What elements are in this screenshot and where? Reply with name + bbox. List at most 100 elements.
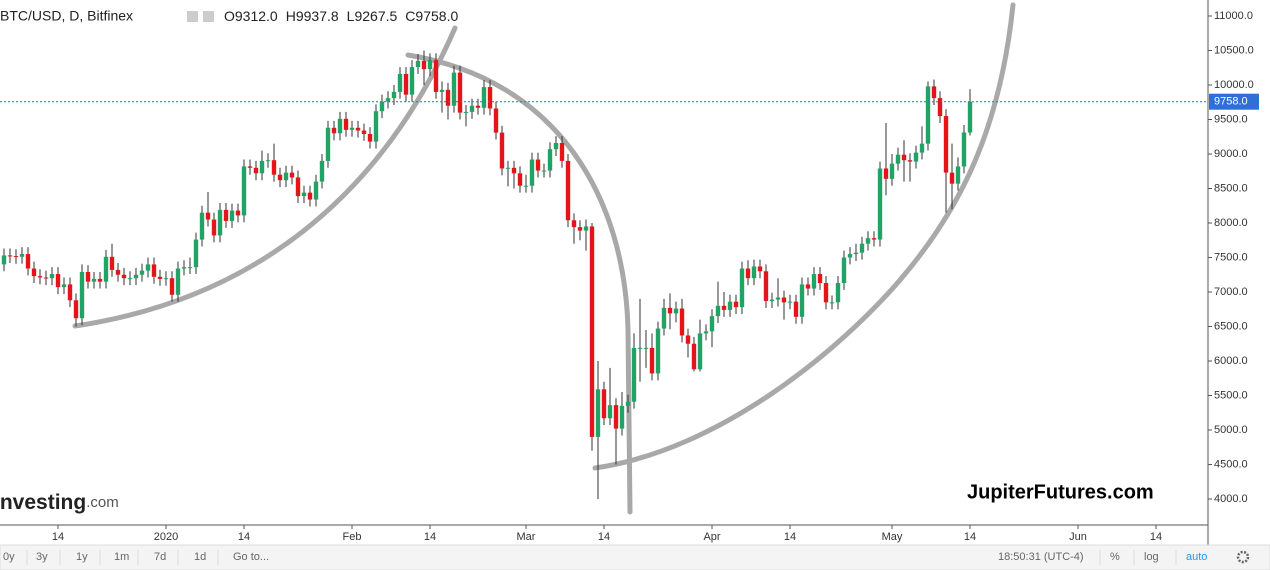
candle-body [457, 72, 463, 113]
candle-body [325, 127, 331, 161]
icon[interactable] [203, 11, 214, 22]
x-tick-label: 2020 [154, 531, 178, 543]
candle-body [667, 307, 673, 314]
candle-body [715, 305, 721, 317]
candle-body [499, 132, 505, 169]
candle-body [607, 405, 613, 419]
candle-body [877, 168, 883, 240]
chart-title: BTC/USD, D, Bitfinex [0, 8, 133, 24]
candle-body [817, 274, 823, 284]
candle-body [565, 160, 571, 221]
candle-body [589, 226, 595, 437]
candle-body [961, 132, 967, 167]
candle-body [673, 308, 679, 314]
candle-body [739, 268, 745, 308]
candle-body [925, 86, 931, 144]
candle-body [145, 264, 151, 271]
candle-body [181, 267, 187, 269]
curve [72, 25, 458, 329]
candle-body [271, 160, 277, 175]
candle-body [895, 154, 901, 164]
x-tick-label: Apr [703, 531, 720, 543]
candle-body [511, 167, 517, 174]
candle-body [247, 166, 253, 168]
y-tick-label: 11000.0 [1214, 10, 1253, 22]
candle-body [367, 133, 373, 142]
candle-body [373, 111, 379, 142]
candle-body [901, 154, 907, 161]
candle-body [169, 278, 175, 295]
candle-body [1, 255, 7, 265]
candle-body [691, 343, 697, 370]
candle-body [703, 331, 709, 334]
candle-body [571, 220, 577, 228]
option-button[interactable]: auto [1186, 551, 1207, 563]
candle-body [871, 238, 877, 240]
candle-body [553, 142, 559, 150]
candle-body [163, 278, 169, 280]
candle-body [679, 308, 685, 336]
candle-body [799, 284, 805, 317]
candle-body [451, 72, 457, 106]
price-label-box [1209, 93, 1259, 110]
candle-body [13, 256, 19, 258]
candle-body [253, 167, 259, 174]
candle-body [631, 347, 637, 402]
range-button[interactable]: 1m [114, 551, 129, 563]
candle-body [757, 266, 763, 272]
candle-body [205, 212, 211, 220]
candle-body [841, 257, 847, 284]
candle-body [49, 274, 55, 279]
candle-body [613, 405, 619, 429]
range-button[interactable]: 1d [194, 551, 206, 563]
candle-body [475, 105, 481, 108]
goto-button[interactable]: Go to... [233, 551, 269, 563]
candle-body [97, 278, 103, 282]
candle-body [265, 160, 271, 162]
range-button[interactable]: 3y [36, 551, 48, 563]
legend-value: 9937.8 [296, 8, 339, 24]
candle-body [133, 274, 139, 279]
y-tick-label: 8000.0 [1214, 217, 1248, 229]
candles [1, 50, 973, 499]
option-button[interactable]: % [1110, 551, 1120, 563]
x-tick-label: Jun [1069, 531, 1087, 543]
watermark-brand: Investing [0, 491, 86, 514]
candle-body [91, 278, 97, 282]
candle-body [865, 238, 871, 244]
candle-body [397, 73, 403, 92]
y-tick-label: 4500.0 [1214, 458, 1248, 470]
candle-body [259, 160, 265, 174]
candle-body [307, 192, 313, 200]
candle-body [655, 328, 661, 374]
candle-body [847, 254, 853, 258]
x-tick-label: May [882, 531, 903, 543]
candle-body [55, 274, 61, 288]
range-button[interactable]: 0y [3, 551, 15, 563]
candle-body [643, 347, 649, 349]
option-button[interactable]: log [1144, 551, 1159, 563]
candle-body [193, 239, 199, 268]
legend-key: L [347, 8, 355, 24]
candle-body [439, 89, 445, 92]
candle-body [31, 268, 37, 277]
price-label: 9758.0 [1214, 96, 1248, 108]
y-tick-label: 8500.0 [1214, 182, 1248, 194]
candle-body [301, 192, 307, 197]
legend-key: O [224, 8, 235, 24]
candle-body [733, 301, 739, 308]
candle-body [541, 170, 547, 172]
watermark: Investing.com [0, 491, 119, 514]
icon[interactable] [187, 11, 198, 22]
range-button[interactable]: 1y [76, 551, 88, 563]
settings-icon[interactable] [1236, 550, 1250, 564]
ohlc-legend: O9312.0 H9937.8 L9267.5 C9758.0 [224, 8, 458, 24]
candle-body [103, 256, 109, 282]
candle-body [505, 167, 511, 169]
candle-body [73, 300, 79, 319]
range-button[interactable]: 7d [154, 551, 166, 563]
candle-body [79, 271, 85, 319]
candle-body [421, 60, 427, 70]
curve [592, 2, 1016, 471]
